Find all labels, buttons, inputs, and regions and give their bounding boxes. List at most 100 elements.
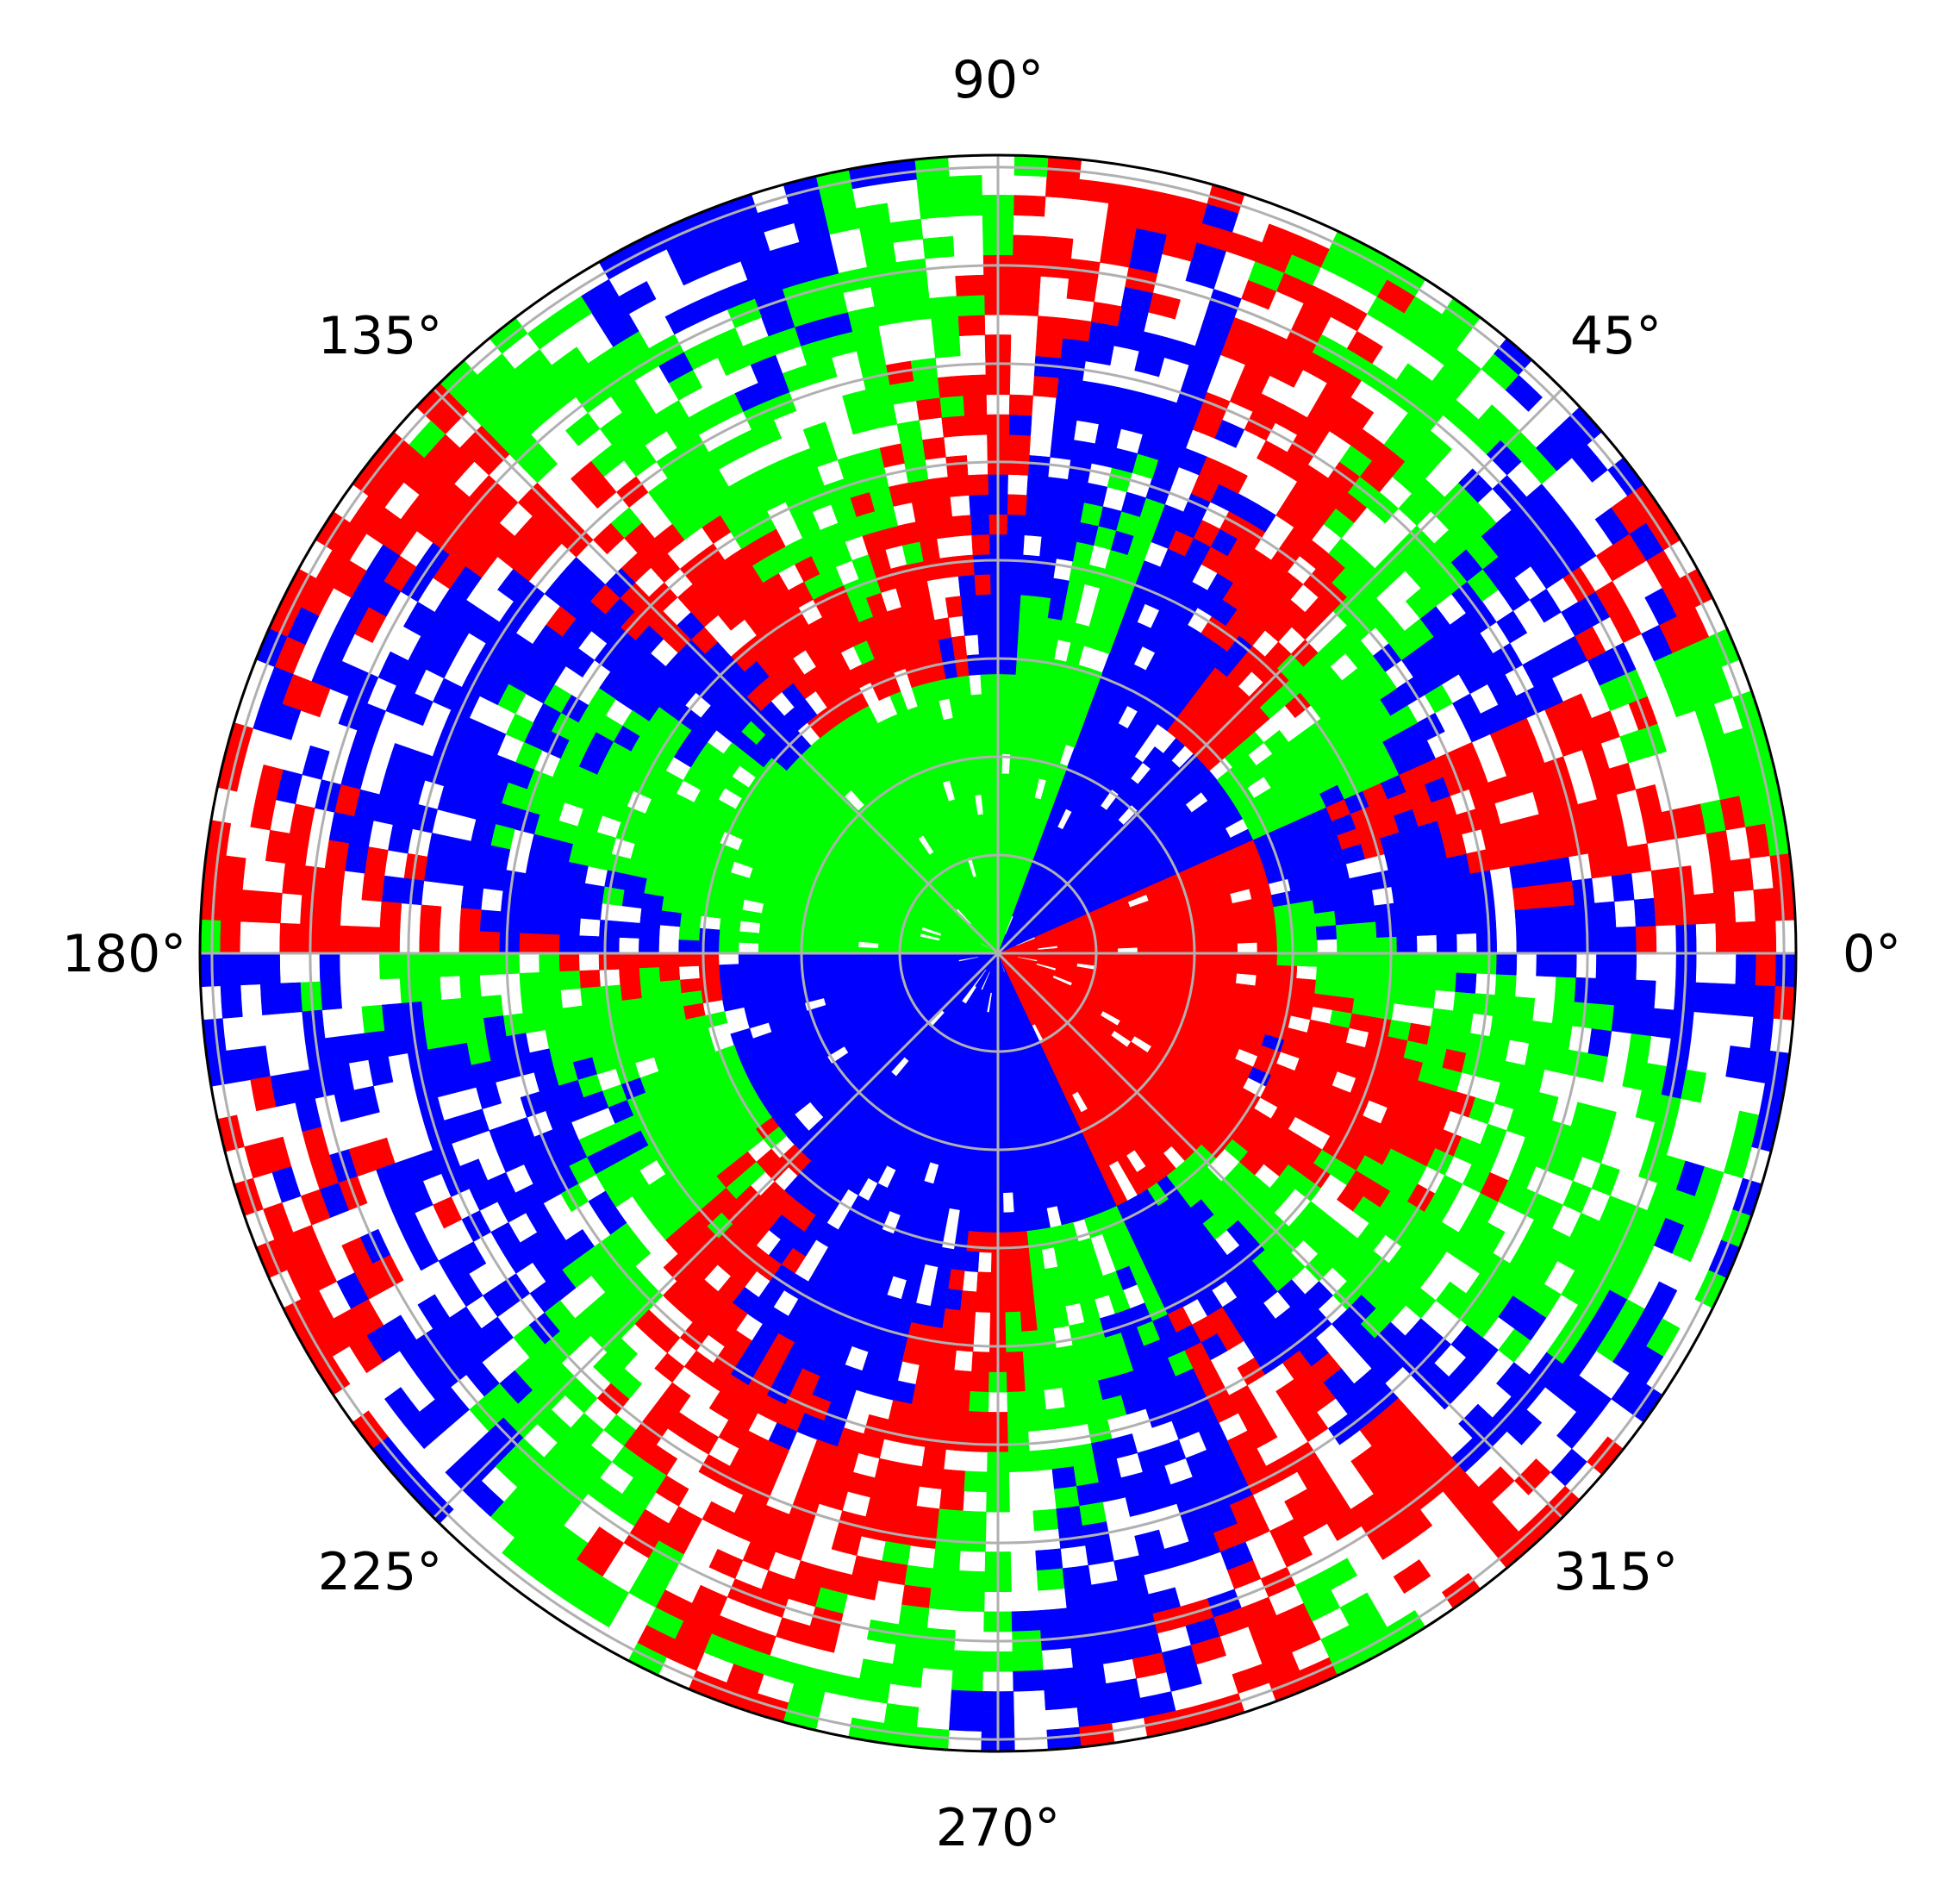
contour-cell <box>978 1232 993 1253</box>
polar-frame <box>198 153 1798 1753</box>
contour-cell <box>1446 1029 1471 1053</box>
contour-cell <box>739 931 760 944</box>
contour-cell <box>1247 1419 1278 1449</box>
contour-cell <box>1593 977 1617 1006</box>
contour-cell <box>1032 375 1059 398</box>
contour-cell <box>1025 495 1046 517</box>
contour-cell <box>928 296 958 319</box>
contour-cell <box>988 1072 996 1094</box>
contour-cell <box>1085 1540 1114 1566</box>
contour-cell <box>892 1644 926 1669</box>
contour-cell <box>1021 1330 1040 1352</box>
contour-cell <box>1007 1411 1029 1433</box>
contour-cell <box>1073 1462 1100 1487</box>
contour-cell <box>842 390 871 415</box>
contour-cell <box>1006 514 1026 536</box>
contour-cell <box>971 1351 990 1373</box>
contour-cell <box>931 1568 960 1591</box>
contour-cell <box>1043 1667 1076 1691</box>
contour-cell <box>1415 916 1437 936</box>
contour-cell <box>708 1548 744 1579</box>
contour-cell <box>519 913 541 934</box>
contour-cell <box>1294 977 1317 994</box>
contour-cell <box>564 412 601 446</box>
contour-cell <box>199 952 221 988</box>
contour-cell <box>639 938 660 954</box>
contour-cell <box>1041 516 1063 540</box>
contour-cell <box>558 971 581 990</box>
contour-cell <box>922 1647 955 1671</box>
contour-cell <box>957 1570 986 1592</box>
contour-cell <box>1587 850 1612 879</box>
contour-cell <box>1002 714 1013 735</box>
contour-cell <box>941 1469 966 1492</box>
contour-cell <box>778 944 799 954</box>
contour-cell <box>1554 904 1577 931</box>
contour-cell <box>971 534 990 556</box>
contour-cell <box>1029 1449 1053 1471</box>
contour-cell <box>949 175 982 197</box>
angular-tick-label: 45° <box>1570 306 1662 366</box>
contour-cell <box>1037 947 1058 952</box>
contour-cell <box>1024 1370 1045 1392</box>
contour-cell <box>911 1383 934 1408</box>
contour-cell <box>1334 981 1356 999</box>
contour-cell <box>1021 554 1040 577</box>
contour-cell <box>1512 885 1536 910</box>
contour-cell <box>580 900 602 921</box>
contour-cell <box>1237 952 1258 964</box>
contour-cell <box>1336 938 1357 954</box>
contour-cell <box>282 863 306 896</box>
contour-cell <box>1003 653 1018 675</box>
contour-cell <box>921 437 946 460</box>
contour-cell <box>718 941 739 954</box>
contour-cell <box>1411 879 1434 902</box>
contour-cell <box>1015 654 1030 676</box>
contour-cell <box>1007 1451 1032 1473</box>
contour-cell <box>930 1286 949 1309</box>
contour-cell <box>560 897 583 919</box>
contour-cell <box>1076 1702 1113 1728</box>
contour-cell <box>945 596 964 618</box>
contour-cell <box>1611 872 1635 902</box>
contour-cell <box>957 1209 971 1232</box>
contour-cell <box>898 278 930 303</box>
contour-cell <box>969 494 989 515</box>
contour-cell <box>977 634 992 655</box>
contour-cell <box>1351 997 1375 1017</box>
contour-cell <box>1013 1670 1045 1692</box>
contour-cell <box>1485 845 1510 871</box>
contour-cell <box>913 378 940 402</box>
contour-cell <box>1753 888 1776 922</box>
contour-cell <box>758 933 780 945</box>
contour-cell <box>1355 968 1377 986</box>
contour-cell <box>1531 883 1556 908</box>
contour-cell <box>1090 301 1122 327</box>
contour-cell <box>1007 454 1030 476</box>
contour-cell <box>1256 929 1278 943</box>
contour-cell <box>1534 906 1556 932</box>
contour-cell <box>1039 1347 1060 1370</box>
contour-cell <box>919 1345 940 1369</box>
contour-cell <box>1356 952 1378 970</box>
contour-cell <box>1589 1107 1617 1139</box>
angular-tick-label: 0° <box>1843 924 1901 984</box>
contour-cell <box>658 966 681 983</box>
contour-cell <box>1627 1033 1652 1064</box>
contour-cell <box>443 859 467 886</box>
contour-cell <box>1394 986 1416 1007</box>
contour-cell <box>1036 315 1065 339</box>
contour-cell <box>1706 829 1731 864</box>
contour-cell <box>654 1352 685 1383</box>
contour-cell <box>639 981 662 999</box>
contour-cell <box>1058 518 1081 542</box>
contour-cell <box>1635 783 1662 817</box>
contour-cell <box>1376 936 1398 954</box>
contour-cell <box>1026 1409 1049 1432</box>
contour-cell <box>1529 1021 1553 1047</box>
contour-cell <box>1314 910 1337 927</box>
contour-cell <box>478 931 501 954</box>
contour-cell <box>778 952 799 963</box>
contour-cell <box>349 1335 384 1374</box>
contour-cell <box>1007 434 1032 456</box>
